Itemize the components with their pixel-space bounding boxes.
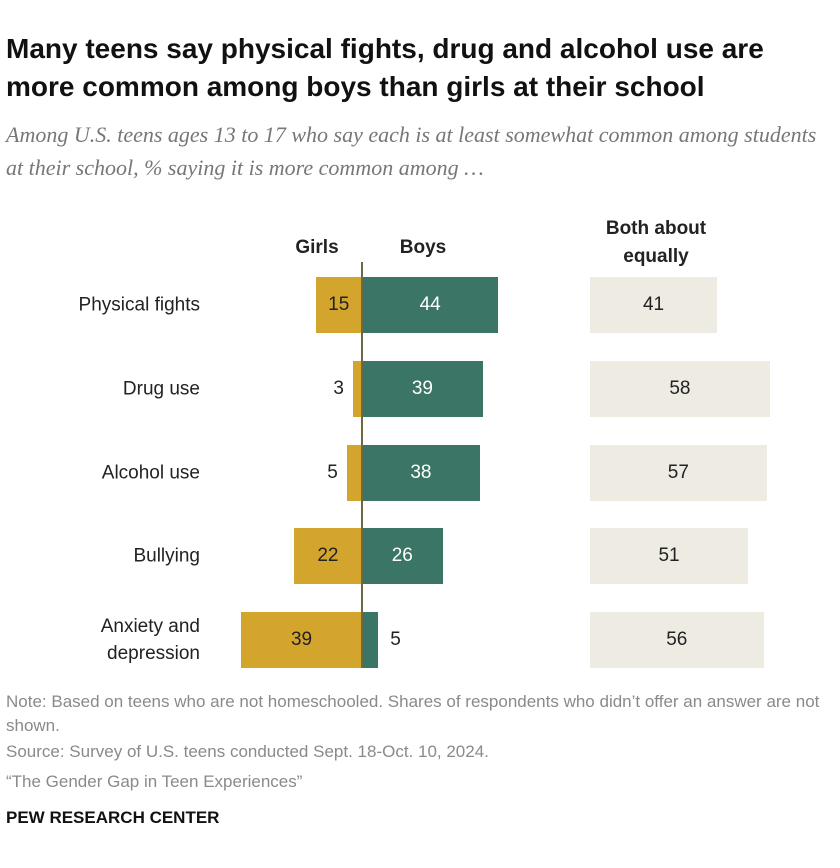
bar	[590, 277, 718, 333]
bar	[362, 277, 499, 333]
value-label: 39	[411, 377, 434, 399]
value-label: 26	[391, 545, 413, 567]
category-label: Alcohol use	[101, 462, 200, 484]
bar	[362, 612, 378, 669]
value-label: 39	[290, 629, 313, 651]
bar	[315, 277, 362, 333]
bar	[241, 612, 362, 669]
credit: PEW RESEARCH CENTER	[6, 808, 220, 827]
value-label: 3	[333, 377, 344, 399]
bar	[352, 360, 362, 417]
category-label: Drug use	[122, 378, 200, 400]
report: “The Gender Gap in Teen Experiences”	[6, 772, 303, 791]
bar	[362, 360, 483, 417]
category-label: Bullying	[133, 545, 200, 567]
value-label: 51	[658, 545, 680, 567]
bar	[590, 444, 767, 501]
bar	[590, 528, 749, 585]
note: Note: Based on teens who are not homesch…	[6, 692, 820, 735]
value-label: 58	[669, 377, 691, 399]
bar	[590, 360, 770, 417]
category-label: Physical fights	[78, 294, 200, 316]
value-label: 5	[390, 629, 401, 651]
source: Source: Survey of U.S. teens conducted S…	[6, 742, 489, 761]
chart-subtitle: Among U.S. teens ages 13 to 17 who say e…	[6, 122, 817, 180]
legend-header: Boys	[399, 237, 447, 258]
bar	[293, 528, 362, 585]
value-label: 38	[410, 461, 432, 483]
value-label: 56	[666, 629, 688, 651]
value-label: 15	[328, 294, 350, 315]
bar	[590, 612, 764, 669]
value-label: 22	[317, 545, 339, 567]
value-label: 41	[642, 294, 665, 315]
bar	[362, 528, 443, 585]
bar	[362, 444, 480, 501]
chart-title: Many teens say physical fights, drug and…	[6, 33, 764, 102]
value-label: 57	[667, 461, 689, 483]
category-label: Anxiety and depression	[100, 616, 200, 665]
bar	[346, 444, 362, 501]
legend-header: Both about equally	[605, 218, 707, 267]
value-label: 44	[419, 294, 441, 315]
legend-header: Girls	[295, 237, 339, 258]
value-label: 5	[327, 461, 338, 483]
axis-line	[361, 262, 363, 668]
